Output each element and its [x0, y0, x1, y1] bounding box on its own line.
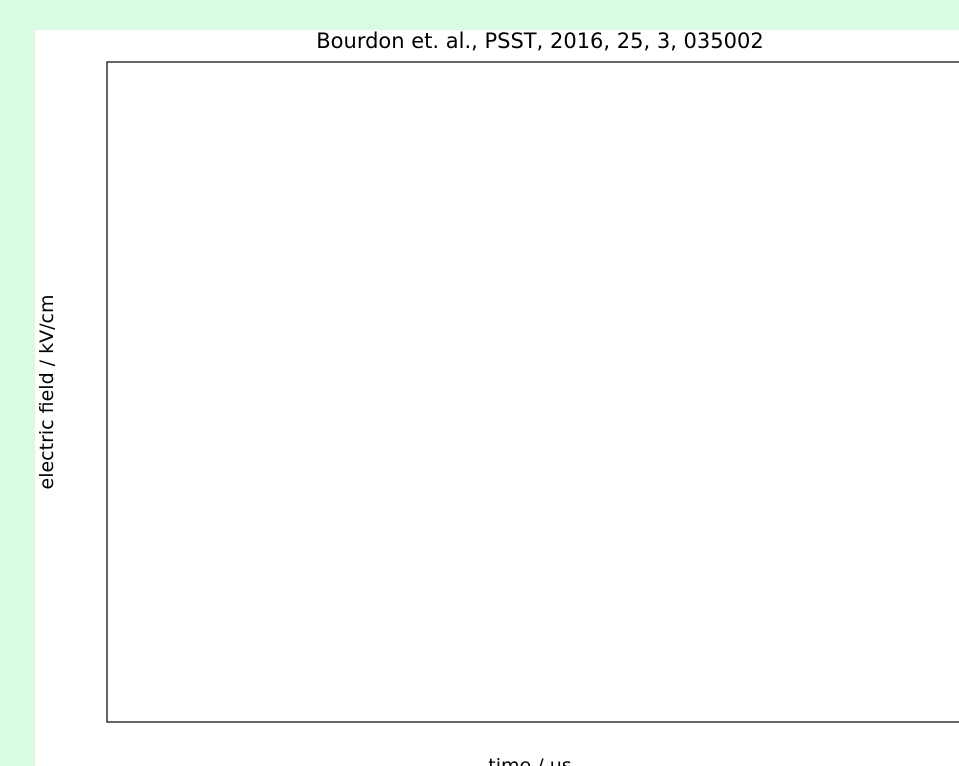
axes-frame: [106, 61, 959, 723]
y-axis-label: electric field / kV/cm: [36, 295, 58, 490]
x-axis-label: time / μs: [488, 755, 571, 766]
chart-title: Bourdon et. al., PSST, 2016, 25, 3, 0350…: [316, 29, 763, 53]
figure-background: [35, 30, 959, 766]
